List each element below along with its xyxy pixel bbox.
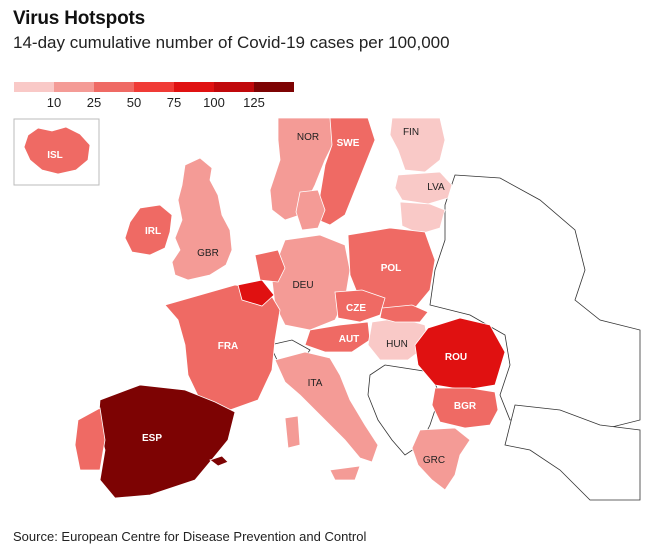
legend-tick-50: 50	[126, 95, 142, 110]
country-sardinia	[284, 415, 301, 449]
label-cze: CZE	[346, 303, 366, 314]
label-aut: AUT	[339, 334, 360, 345]
country-cze	[334, 289, 386, 323]
country-ltu	[399, 201, 446, 235]
legend-tick-100: 100	[203, 95, 225, 110]
label-isl: ISL	[47, 150, 63, 161]
legend-swatch-2	[54, 82, 94, 92]
country-ita	[274, 351, 379, 463]
legend-swatch-5	[174, 82, 214, 92]
legend-swatch-6	[214, 82, 254, 92]
country-prt	[74, 407, 106, 471]
label-irl: IRL	[145, 226, 161, 237]
label-bgr: BGR	[454, 401, 477, 412]
label-fra: FRA	[218, 341, 239, 352]
country-gbr	[171, 157, 233, 281]
legend-tick-125: 125	[243, 95, 265, 110]
country-nld	[254, 249, 286, 283]
legend-color-scale	[14, 82, 294, 92]
country-bel	[237, 279, 275, 307]
country-irl	[124, 204, 173, 256]
legend-swatch-4	[134, 82, 174, 92]
legend-swatch-7	[254, 82, 294, 92]
label-hun: HUN	[386, 339, 408, 350]
country-balearic	[209, 455, 229, 467]
country-bgr	[431, 387, 499, 429]
legend-swatch-3	[94, 82, 134, 92]
label-gbr: GBR	[197, 248, 219, 259]
country-svk	[379, 304, 429, 323]
country-esp	[97, 384, 236, 499]
label-lva: LVA	[427, 182, 445, 193]
label-deu: DEU	[292, 280, 313, 291]
label-pol: POL	[381, 263, 402, 274]
label-ita: ITA	[308, 378, 323, 389]
legend-tick-75: 75	[166, 95, 182, 110]
country-pol	[347, 227, 436, 311]
label-swe: SWE	[337, 138, 360, 149]
country-swe	[317, 117, 376, 226]
country-isl	[23, 126, 91, 175]
legend-swatch-1	[14, 82, 54, 92]
label-rou: ROU	[445, 352, 467, 363]
source-note: Source: European Centre for Disease Prev…	[13, 529, 367, 544]
iceland-inset-frame	[13, 118, 100, 186]
label-nor: NOR	[297, 132, 319, 143]
country-grc	[411, 427, 471, 491]
turkey-land	[504, 404, 641, 501]
legend-tick-25: 25	[86, 95, 102, 110]
country-rou	[414, 317, 506, 391]
country-lva	[394, 171, 453, 205]
label-fin: FIN	[403, 127, 419, 138]
country-fin	[389, 117, 446, 173]
label-esp: ESP	[142, 433, 162, 444]
chart-title: Virus Hotspots	[13, 8, 145, 29]
uncolored-land	[269, 174, 641, 501]
country-sicily	[329, 465, 361, 481]
country-dnk	[295, 189, 326, 231]
chart-subtitle: 14-day cumulative number of Covid-19 cas…	[13, 33, 450, 52]
country-aut	[304, 321, 371, 353]
label-grc: GRC	[423, 455, 445, 466]
legend-tick-10: 10	[46, 95, 62, 110]
